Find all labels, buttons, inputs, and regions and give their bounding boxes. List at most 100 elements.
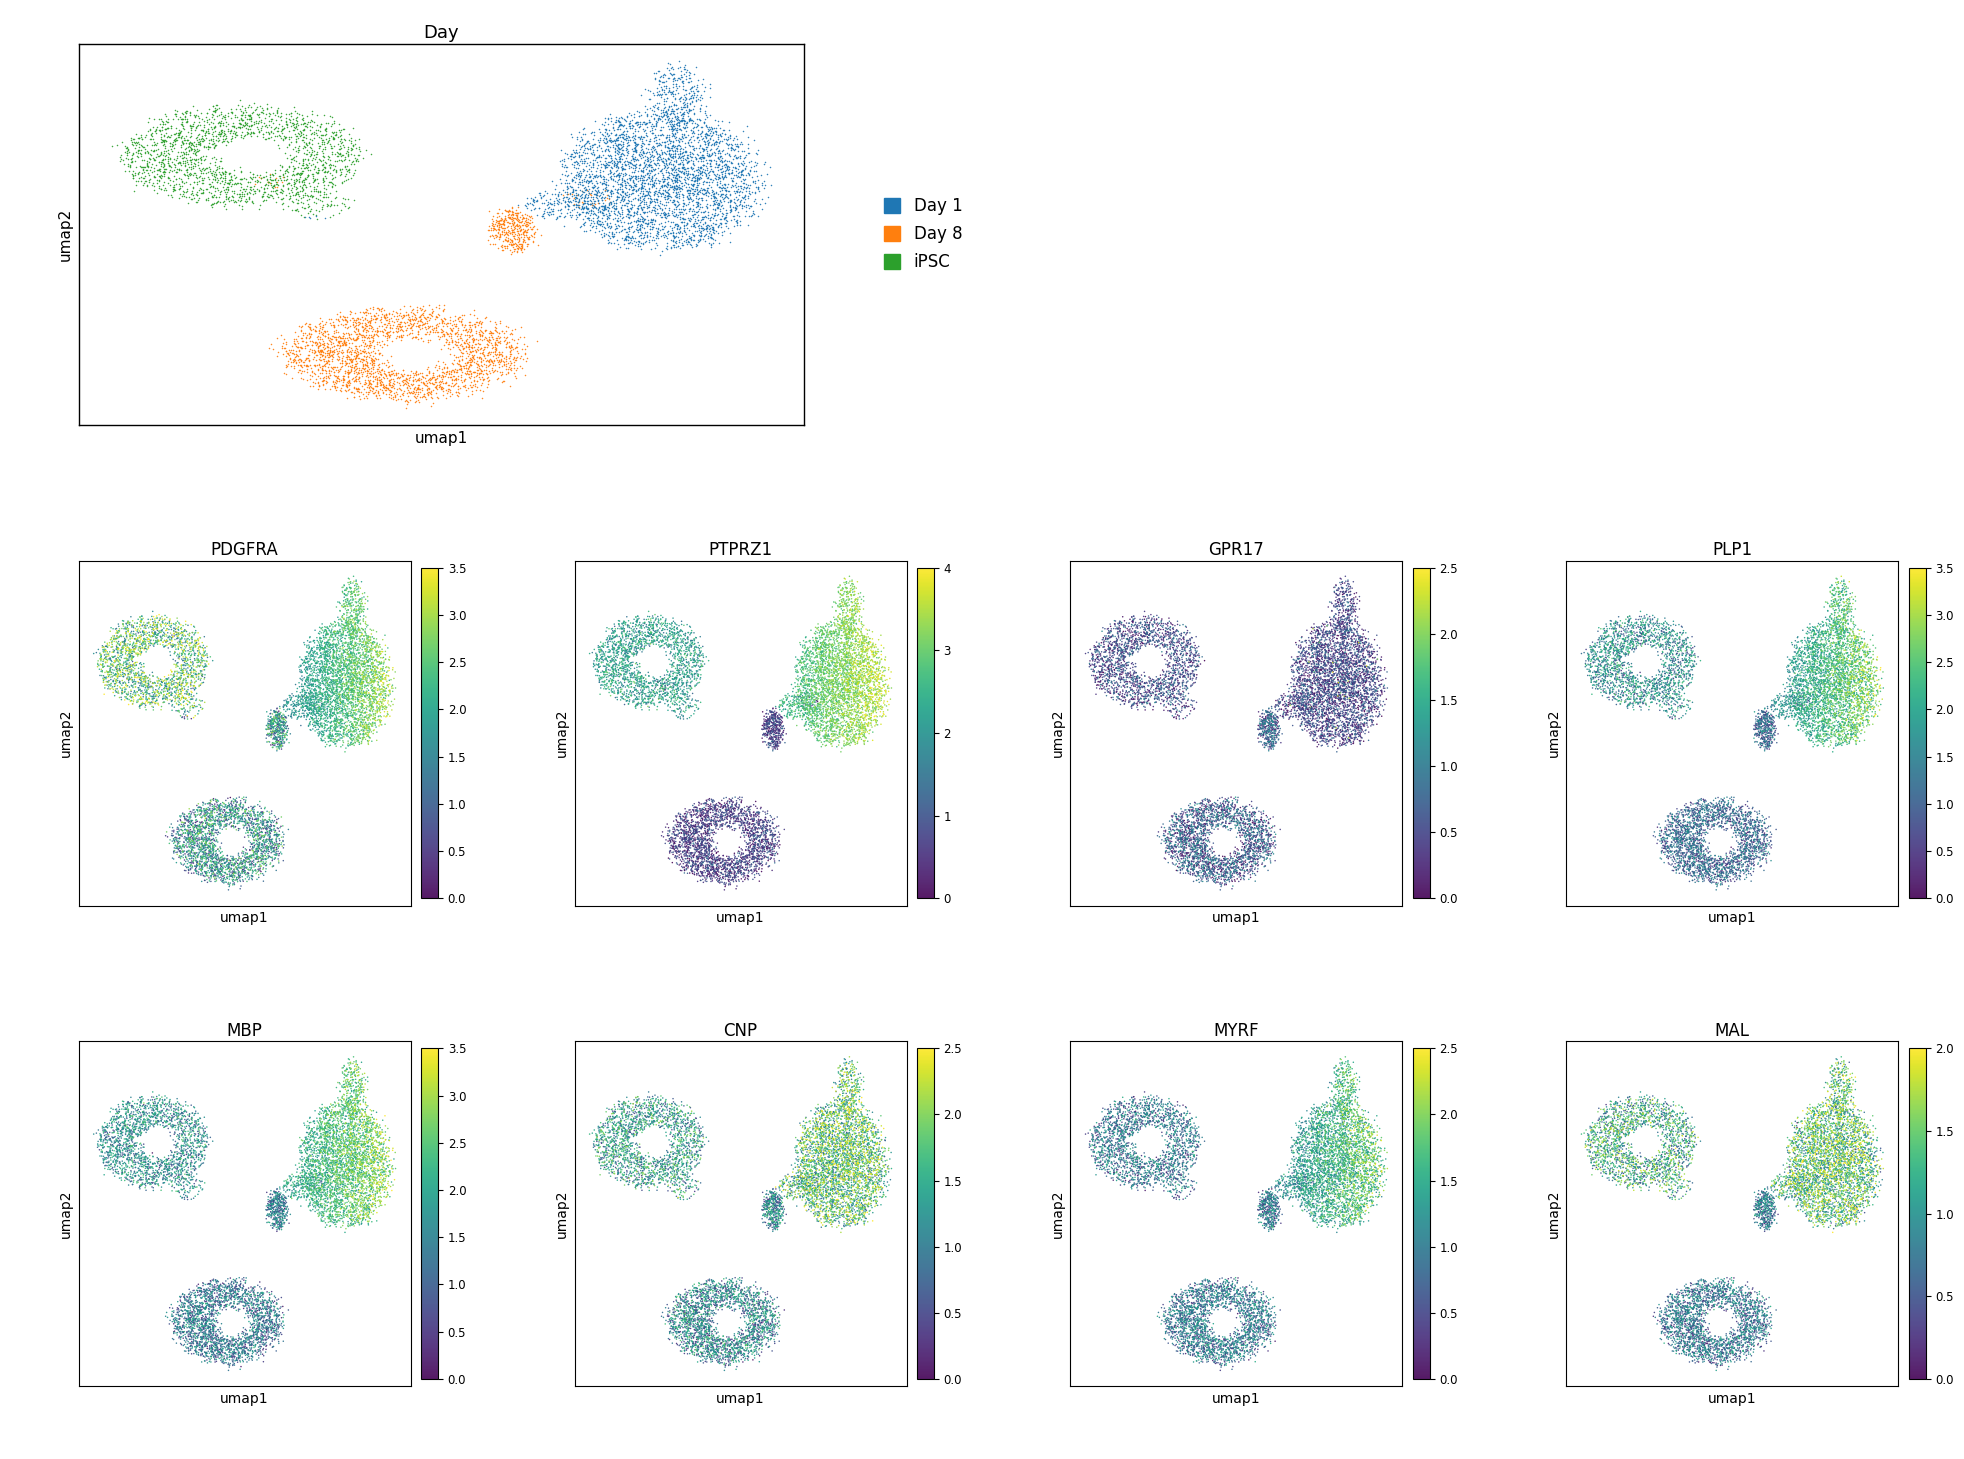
Point xyxy=(1748,706,1779,730)
Point xyxy=(1813,712,1844,735)
Point xyxy=(1683,1313,1715,1336)
Point xyxy=(1339,635,1371,658)
Point xyxy=(326,697,357,721)
Point xyxy=(672,181,703,204)
Point xyxy=(1182,1278,1214,1301)
Point xyxy=(689,832,721,855)
Point xyxy=(1817,584,1848,607)
Point xyxy=(169,1128,200,1151)
Point xyxy=(678,830,709,854)
Point xyxy=(1302,619,1334,642)
Point xyxy=(1159,1313,1190,1336)
Point xyxy=(577,153,609,177)
Point xyxy=(1799,1141,1830,1164)
Point xyxy=(589,1121,621,1144)
Point xyxy=(1658,827,1689,851)
Point xyxy=(232,121,263,144)
Point xyxy=(220,98,251,121)
Point xyxy=(1827,1198,1858,1221)
Point xyxy=(306,144,338,168)
Point xyxy=(90,1115,122,1138)
Point xyxy=(1255,718,1286,741)
Point xyxy=(312,638,344,661)
Point xyxy=(259,1195,291,1218)
Point xyxy=(169,1291,200,1315)
Point xyxy=(754,1212,786,1236)
Point xyxy=(811,620,843,643)
Point xyxy=(1324,610,1355,633)
Point xyxy=(336,671,367,694)
Point xyxy=(1229,1322,1261,1345)
Point xyxy=(589,120,621,143)
Point xyxy=(297,681,328,705)
Point xyxy=(564,184,595,207)
Point xyxy=(1695,1328,1726,1351)
Point xyxy=(701,1326,733,1350)
Point xyxy=(1648,1307,1679,1331)
Point xyxy=(1669,1322,1701,1345)
Point xyxy=(825,595,856,619)
Point xyxy=(92,1154,124,1177)
Point xyxy=(1624,1167,1656,1191)
Point xyxy=(609,1156,640,1179)
Point xyxy=(1288,711,1320,734)
Point xyxy=(352,1131,383,1154)
Point xyxy=(1660,1119,1691,1142)
Point xyxy=(1314,712,1345,735)
Point xyxy=(795,696,827,719)
Point xyxy=(1288,1185,1320,1208)
Point xyxy=(1587,1115,1618,1138)
Point xyxy=(1669,1131,1701,1154)
Point xyxy=(273,172,304,196)
Point xyxy=(287,112,318,136)
Point xyxy=(1233,843,1265,867)
Point xyxy=(350,1196,381,1220)
Point xyxy=(1681,797,1713,820)
Point xyxy=(312,1139,344,1163)
Point xyxy=(1188,1316,1220,1339)
Point xyxy=(1667,1297,1699,1320)
Point xyxy=(1809,1121,1840,1144)
Point xyxy=(214,171,246,194)
Point xyxy=(336,1179,367,1202)
Point xyxy=(619,203,650,226)
Point xyxy=(185,668,216,692)
Point xyxy=(1174,1134,1206,1157)
Point xyxy=(332,649,363,673)
Point xyxy=(336,1125,367,1148)
Point xyxy=(1292,705,1324,728)
Point xyxy=(169,687,200,711)
Point xyxy=(1750,737,1781,760)
Point xyxy=(354,683,385,706)
Point xyxy=(1261,1204,1292,1227)
Point xyxy=(1290,652,1322,676)
Point xyxy=(495,203,526,226)
Point xyxy=(627,680,658,703)
Point xyxy=(1194,848,1226,871)
Point xyxy=(650,1169,682,1192)
Point xyxy=(1595,1161,1626,1185)
Point xyxy=(1345,1198,1377,1221)
Point xyxy=(1282,686,1314,709)
Point xyxy=(1212,1282,1243,1306)
Point xyxy=(251,837,283,861)
Point xyxy=(725,1322,756,1345)
Point xyxy=(379,1141,410,1164)
Point xyxy=(214,1329,246,1352)
Point xyxy=(1347,693,1379,716)
Point xyxy=(1341,684,1373,708)
Point xyxy=(693,824,725,848)
Point xyxy=(837,1103,868,1126)
Point xyxy=(695,1344,727,1367)
Point xyxy=(1184,1336,1216,1360)
Point xyxy=(1827,1049,1858,1072)
Point xyxy=(1607,632,1638,655)
Point xyxy=(1212,802,1243,826)
Point xyxy=(634,622,666,645)
Point xyxy=(344,626,375,649)
Point xyxy=(839,1164,870,1188)
Point xyxy=(674,162,705,185)
Point xyxy=(340,1188,371,1211)
Point xyxy=(1713,798,1744,821)
Point xyxy=(740,789,772,813)
